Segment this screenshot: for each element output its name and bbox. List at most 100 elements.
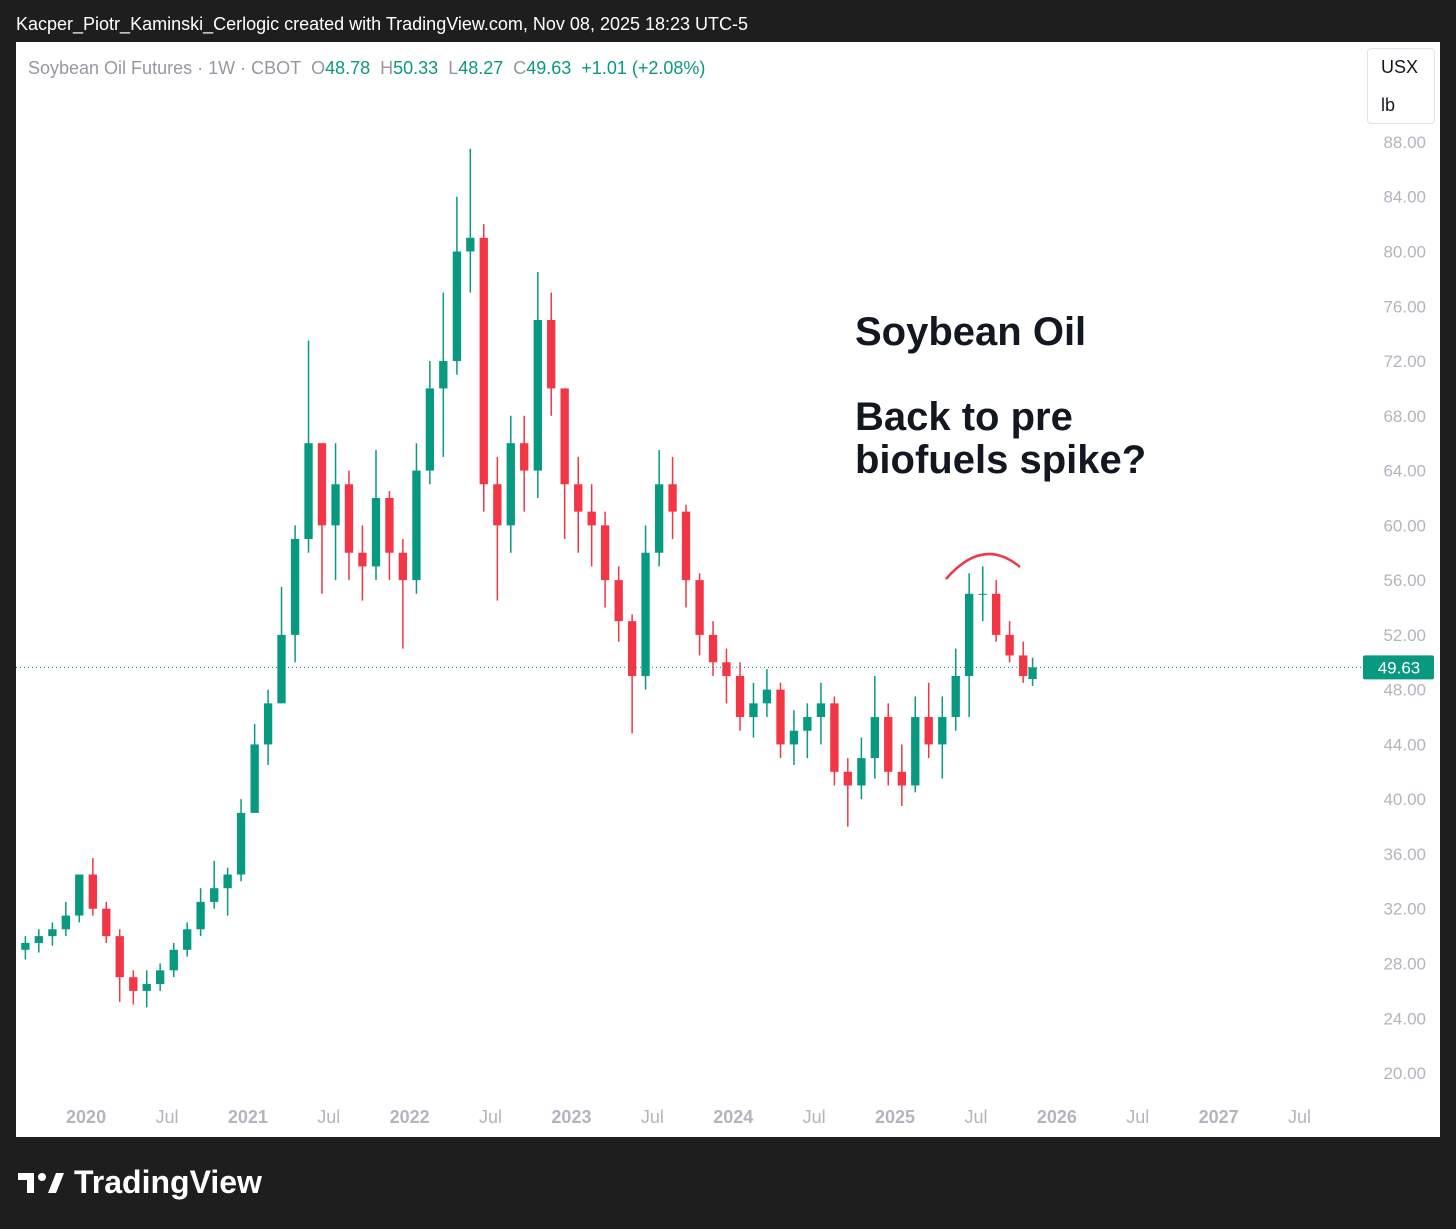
candle-body xyxy=(493,484,502,526)
candle-body xyxy=(668,484,677,512)
candle-body xyxy=(344,484,354,553)
annotation-text: biofuels spike? xyxy=(855,438,1146,482)
candle-body xyxy=(560,388,569,485)
unit-box[interactable]: USX lb xyxy=(1367,48,1435,124)
candle-body xyxy=(263,703,273,745)
candle-body xyxy=(938,717,947,745)
candle-body xyxy=(1005,634,1014,656)
ohlc-value: 48.27 xyxy=(458,58,504,78)
candle-body xyxy=(236,812,246,875)
y-tick-label: 56.00 xyxy=(1383,571,1426,590)
y-tick-label: 60.00 xyxy=(1383,516,1426,535)
chart-frame xyxy=(16,42,1440,1137)
annotation-title: Soybean Oil xyxy=(855,310,1086,354)
last-price-label: 49.63 xyxy=(1378,658,1421,677)
x-tick-label: 2022 xyxy=(390,1107,430,1127)
candle-body xyxy=(331,484,340,526)
candle-body xyxy=(385,497,394,553)
last-price-badge xyxy=(1363,655,1434,680)
unit: USX xyxy=(1381,57,1419,77)
candle-body xyxy=(843,771,852,786)
x-tick-label: Jul xyxy=(155,1107,178,1127)
logo-icon xyxy=(18,1172,64,1193)
candle-body xyxy=(358,552,367,567)
candle-body xyxy=(830,703,839,772)
ohlc-key: H xyxy=(380,58,394,78)
candle-body xyxy=(547,319,556,389)
ohlc-key: C xyxy=(513,58,527,78)
y-tick-label: 52.00 xyxy=(1383,626,1426,645)
unit: lb xyxy=(1381,95,1396,115)
x-tick-label: 2023 xyxy=(551,1107,591,1127)
x-tick-label: 2021 xyxy=(228,1107,268,1127)
candle-body xyxy=(155,970,165,985)
ohlc-value: 50.33 xyxy=(393,58,439,78)
x-tick-label: 2027 xyxy=(1199,1107,1239,1127)
candle-body xyxy=(722,662,731,676)
candle-body xyxy=(21,942,30,950)
candle-body xyxy=(614,580,623,622)
candle-body xyxy=(277,634,286,704)
y-tick-label: 48.00 xyxy=(1383,681,1426,700)
logo-text: TradingView xyxy=(74,1164,262,1200)
candle-body xyxy=(992,593,1001,635)
candle-body xyxy=(762,689,772,704)
candle-body xyxy=(789,730,799,745)
candle-body xyxy=(978,593,987,595)
candle-body xyxy=(587,511,596,526)
candle-body xyxy=(412,470,421,581)
candle-body xyxy=(48,929,57,937)
candle-body xyxy=(884,717,893,772)
attribution: Kacper_Piotr_Kaminski_Cerlogic created w… xyxy=(16,14,749,34)
candle-body xyxy=(749,703,758,718)
candle-body xyxy=(210,888,219,902)
candle-body xyxy=(708,634,718,663)
y-tick-label: 64.00 xyxy=(1383,462,1426,481)
candle-body xyxy=(425,388,435,471)
candle-body xyxy=(506,443,515,526)
candle-body xyxy=(223,874,232,889)
x-tick-label: Jul xyxy=(803,1107,826,1127)
candle-body xyxy=(250,744,259,813)
candle-body xyxy=(142,984,151,991)
x-tick-label: 2026 xyxy=(1037,1107,1077,1127)
candle-body xyxy=(574,484,583,512)
candle-body xyxy=(169,949,178,971)
y-tick-label: 80.00 xyxy=(1383,242,1426,261)
candle-body xyxy=(398,552,408,581)
candle-body xyxy=(641,552,650,676)
candle-body xyxy=(115,936,124,978)
candle-body xyxy=(61,915,70,930)
candle-body xyxy=(196,901,205,930)
ohlc-value: 49.63 xyxy=(526,58,572,78)
x-tick-label: Jul xyxy=(964,1107,987,1127)
y-tick-label: 72.00 xyxy=(1383,352,1426,371)
x-tick-label: 2024 xyxy=(713,1107,753,1127)
x-tick-label: Jul xyxy=(479,1107,502,1127)
candle-body xyxy=(533,319,542,471)
ohlc-key: O xyxy=(311,58,326,78)
candle-body xyxy=(183,929,192,950)
candle-body xyxy=(627,621,637,676)
candle-body xyxy=(897,771,907,786)
candle-body xyxy=(290,539,300,635)
candle-body xyxy=(520,443,529,471)
candle-body xyxy=(1019,655,1028,676)
candle-body xyxy=(102,908,111,937)
x-tick-label: Jul xyxy=(641,1107,664,1127)
candle-body xyxy=(911,717,920,786)
candle-body xyxy=(654,484,664,553)
y-tick-label: 68.00 xyxy=(1383,407,1426,426)
y-tick-label: 88.00 xyxy=(1383,133,1426,152)
candle-body xyxy=(371,497,381,567)
candle-body xyxy=(776,689,785,745)
y-tick-label: 76.00 xyxy=(1383,297,1426,316)
candle-body xyxy=(857,758,866,786)
x-tick-label: 2020 xyxy=(66,1107,106,1127)
change: +1.01 (+2.08%) xyxy=(581,58,706,78)
candle-body xyxy=(452,251,462,362)
candle-body xyxy=(439,361,448,389)
y-tick-label: 20.00 xyxy=(1383,1064,1426,1083)
